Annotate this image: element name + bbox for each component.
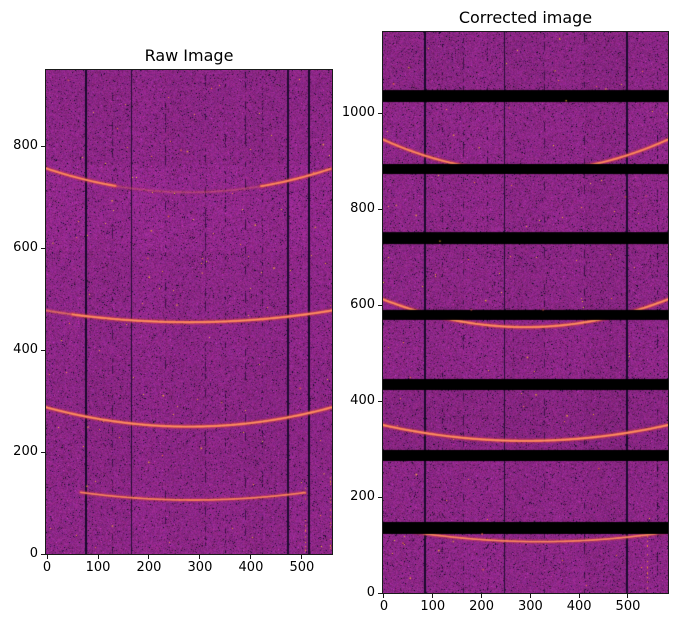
raw-image-title: Raw Image — [144, 46, 234, 65]
raw-image-heatmap — [45, 69, 333, 555]
x-tick-mark — [383, 594, 385, 598]
y-tick-label: 200 — [350, 489, 375, 505]
x-tick-label: 200 — [136, 560, 162, 575]
y-tick-mark — [41, 145, 45, 147]
corrected-image-heatmap — [382, 31, 669, 594]
y-tick-mark — [378, 304, 382, 306]
y-tick-mark — [378, 400, 382, 402]
y-tick-label: 400 — [350, 393, 375, 409]
x-tick-label: 0 — [379, 599, 389, 614]
y-tick-label: 800 — [13, 138, 38, 154]
y-tick-mark — [378, 496, 382, 498]
x-tick-mark — [578, 594, 580, 598]
corrected-image-title: Corrected image — [458, 8, 593, 27]
y-tick-mark — [378, 112, 382, 114]
y-tick-label: 400 — [13, 342, 38, 358]
y-tick-mark — [378, 208, 382, 210]
x-tick-label: 300 — [187, 560, 213, 575]
x-tick-mark — [199, 555, 201, 559]
x-tick-label: 500 — [289, 560, 315, 575]
x-tick-mark — [148, 555, 150, 559]
x-tick-mark — [481, 594, 483, 598]
x-tick-label: 500 — [615, 599, 641, 614]
x-tick-label: 100 — [85, 560, 111, 575]
x-tick-mark — [432, 594, 434, 598]
x-tick-label: 0 — [42, 560, 52, 575]
y-tick-label: 200 — [13, 444, 38, 460]
x-tick-mark — [97, 555, 99, 559]
x-tick-mark — [301, 555, 303, 559]
y-tick-label: 600 — [13, 240, 38, 256]
y-tick-mark — [41, 349, 45, 351]
x-tick-label: 400 — [566, 599, 592, 614]
y-tick-label: 0 — [366, 585, 375, 600]
x-tick-label: 300 — [517, 599, 543, 614]
y-tick-label: 1000 — [341, 105, 375, 121]
y-tick-mark — [41, 247, 45, 249]
y-tick-label: 800 — [350, 201, 375, 217]
x-tick-mark — [627, 594, 629, 598]
y-tick-mark — [41, 451, 45, 453]
x-tick-label: 100 — [420, 599, 446, 614]
x-tick-mark — [250, 555, 252, 559]
x-tick-mark — [46, 555, 48, 559]
y-tick-mark — [378, 592, 382, 594]
x-tick-mark — [529, 594, 531, 598]
y-tick-label: 0 — [29, 546, 38, 561]
x-tick-label: 200 — [469, 599, 494, 614]
y-tick-label: 600 — [350, 297, 375, 313]
y-tick-mark — [41, 553, 45, 555]
x-tick-label: 400 — [238, 560, 264, 575]
